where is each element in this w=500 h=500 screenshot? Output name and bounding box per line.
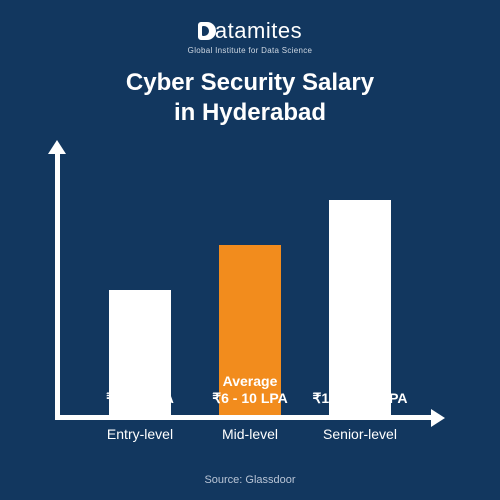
title-line-2: in Hyderabad — [0, 99, 500, 127]
source-attribution: Source: Glassdoor — [0, 474, 500, 486]
brand-logo: atamites Global Institute for Data Scien… — [0, 0, 500, 55]
x-axis — [55, 415, 435, 420]
bar-label-mid: Average ₹6 - 10 LPA — [212, 373, 288, 407]
cat-label-entry: Entry-level — [107, 426, 173, 442]
bar-label-avg: Average — [212, 373, 288, 389]
bar-label-senior: Average ₹10 - 15.7 LPA — [312, 373, 407, 407]
x-category-labels: Entry-level Mid-level Senior-level — [55, 426, 435, 446]
infographic-container: atamites Global Institute for Data Scien… — [0, 0, 500, 500]
bar-chart: Average ₹3 - 6 LPA Average ₹6 - 10 LPA A… — [55, 150, 445, 430]
logo-brand-suffix: atamites — [215, 18, 302, 43]
cat-label-mid: Mid-level — [222, 426, 278, 442]
logo-text: atamites — [0, 18, 500, 44]
bar-label-range: ₹3 - 6 LPA — [106, 390, 174, 407]
bars-region: Average ₹3 - 6 LPA Average ₹6 - 10 LPA A… — [55, 160, 435, 415]
logo-tagline: Global Institute for Data Science — [0, 46, 500, 55]
cat-label-senior: Senior-level — [323, 426, 397, 442]
title-line-1: Cyber Security Salary — [0, 69, 500, 97]
bar-label-range: ₹10 - 15.7 LPA — [312, 390, 407, 407]
chart-title: Cyber Security Salary in Hyderabad — [0, 69, 500, 127]
bar-label-avg: Average — [106, 373, 174, 389]
bar-label-range: ₹6 - 10 LPA — [212, 390, 288, 407]
bar-label-entry: Average ₹3 - 6 LPA — [106, 373, 174, 407]
logo-d-icon — [198, 22, 216, 40]
bar-label-avg: Average — [312, 373, 407, 389]
y-axis-arrow-icon — [48, 140, 66, 154]
